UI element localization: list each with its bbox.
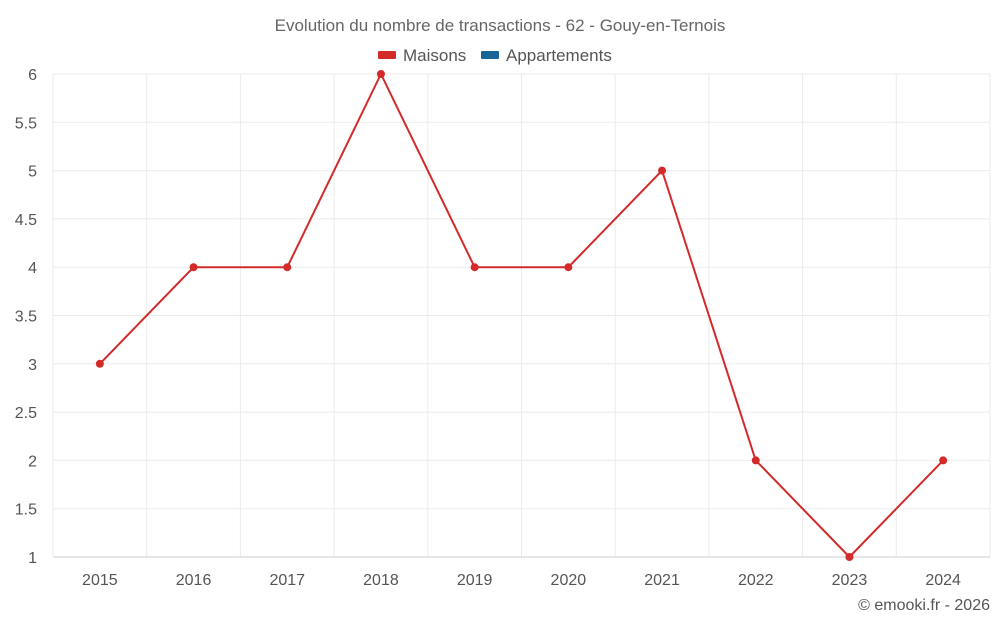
data-point-maisons[interactable] (95, 359, 104, 368)
x-axis: 2015 2016 2017 2018 2019 2020 2021 2022 2023 2024 (53, 556, 990, 589)
x-tick-label: 2017 (269, 572, 305, 589)
x-tick-label: 2020 (551, 572, 587, 589)
data-point-maisons[interactable] (939, 456, 948, 465)
y-tick-label: 5.5 (15, 115, 37, 132)
x-tick-label: 2018 (363, 572, 399, 589)
data-point-maisons[interactable] (845, 553, 854, 561)
data-point-maisons[interactable] (470, 263, 479, 272)
legend: Maisons Appartements (378, 46, 612, 65)
y-tick-label: 3 (28, 357, 37, 374)
x-tick-label: 2016 (176, 572, 212, 589)
y-tick-label: 4 (28, 260, 37, 277)
y-axis: 1 1.5 2 2.5 3 3.5 4 4.5 5 5.5 6 (15, 67, 37, 567)
series-layer (95, 70, 948, 561)
chart-title: Evolution du nombre de transactions - 62… (275, 16, 726, 35)
legend-item-maisons[interactable]: Maisons (378, 46, 466, 65)
data-point-maisons[interactable] (751, 456, 760, 465)
y-tick-label: 1 (28, 550, 37, 567)
y-tick-label: 2 (28, 453, 37, 470)
data-point-maisons[interactable] (376, 70, 385, 78)
y-tick-label: 6 (28, 67, 37, 84)
x-tick-label: 2022 (738, 572, 774, 589)
series-line-maisons (99, 73, 944, 558)
x-tick-label: 2021 (644, 572, 680, 589)
x-tick-label: 2015 (82, 572, 118, 589)
y-tick-label: 3.5 (15, 309, 37, 326)
x-tick-label: 2023 (832, 572, 868, 589)
legend-label-appartements: Appartements (506, 46, 612, 65)
y-tick-label: 2.5 (15, 405, 37, 422)
x-tick-label: 2019 (457, 572, 493, 589)
x-tick-label: 2024 (925, 572, 961, 589)
credit-text: © emooki.fr - 2026 (858, 597, 990, 614)
data-point-maisons[interactable] (564, 263, 573, 272)
data-point-maisons[interactable] (658, 166, 667, 175)
gridlines (52, 73, 991, 558)
legend-label-maisons: Maisons (403, 46, 466, 65)
data-point-maisons[interactable] (283, 263, 292, 272)
legend-swatch-appartements (481, 51, 499, 59)
y-tick-label: 1.5 (15, 502, 37, 519)
y-tick-label: 4.5 (15, 212, 37, 229)
y-tick-label: 5 (28, 164, 37, 181)
legend-item-appartements[interactable]: Appartements (481, 46, 612, 65)
data-point-maisons[interactable] (189, 263, 198, 272)
legend-swatch-maisons (378, 51, 396, 59)
